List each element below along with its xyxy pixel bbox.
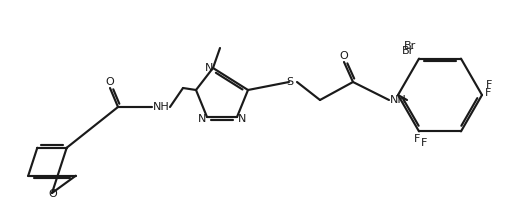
Text: NH: NH	[390, 95, 407, 105]
Text: Br: Br	[402, 46, 414, 56]
Text: F: F	[421, 138, 427, 148]
Text: O: O	[105, 77, 114, 87]
Text: F: F	[485, 88, 491, 98]
Text: N: N	[198, 114, 206, 124]
Text: O: O	[49, 189, 57, 199]
Text: N: N	[205, 63, 213, 73]
Text: Br: Br	[404, 41, 416, 51]
Text: F: F	[486, 80, 492, 90]
Text: O: O	[340, 51, 348, 61]
Text: F: F	[414, 134, 420, 144]
Text: NH: NH	[153, 102, 170, 112]
Text: N: N	[238, 114, 246, 124]
Text: S: S	[286, 77, 294, 87]
